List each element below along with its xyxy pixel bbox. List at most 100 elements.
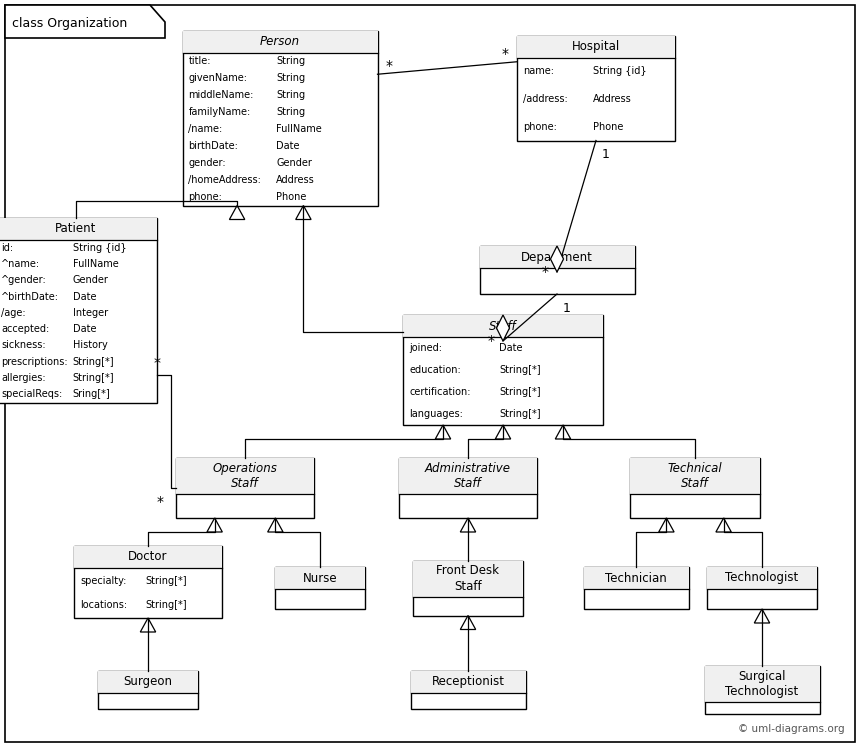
- Bar: [74, 546, 222, 618]
- Text: ^gender:: ^gender:: [1, 275, 46, 285]
- Text: String[*]: String[*]: [73, 373, 114, 383]
- Text: class Organization: class Organization: [12, 17, 127, 31]
- Bar: [182, 31, 378, 52]
- Bar: [74, 546, 222, 568]
- Text: FullName: FullName: [276, 124, 322, 134]
- Bar: [704, 666, 820, 702]
- Text: String {id}: String {id}: [73, 243, 126, 252]
- Text: locations:: locations:: [80, 601, 127, 610]
- Text: String[*]: String[*]: [73, 357, 114, 367]
- Bar: [275, 567, 365, 609]
- Text: Phone: Phone: [276, 192, 306, 202]
- Text: String {id}: String {id}: [593, 66, 647, 76]
- Text: Date: Date: [73, 291, 96, 302]
- Text: Gender: Gender: [276, 158, 312, 168]
- Text: 1: 1: [602, 148, 610, 161]
- Bar: [98, 671, 198, 709]
- Bar: [630, 458, 760, 518]
- Text: Surgeon: Surgeon: [124, 675, 173, 689]
- Bar: [707, 567, 817, 609]
- Text: Surgical
Technologist: Surgical Technologist: [725, 670, 799, 698]
- Bar: [480, 246, 635, 268]
- Text: specialReqs:: specialReqs:: [1, 389, 62, 400]
- Text: phone:: phone:: [188, 192, 223, 202]
- Bar: [399, 458, 537, 494]
- Text: Date: Date: [276, 141, 299, 151]
- Bar: [410, 671, 525, 709]
- Text: languages:: languages:: [409, 409, 463, 419]
- Text: prescriptions:: prescriptions:: [1, 357, 68, 367]
- Text: phone:: phone:: [523, 122, 557, 131]
- Bar: [176, 458, 314, 518]
- Text: Administrative
Staff: Administrative Staff: [425, 462, 511, 490]
- Text: ^name:: ^name:: [1, 259, 40, 269]
- Bar: [176, 458, 314, 494]
- Text: Receptionist: Receptionist: [432, 675, 505, 689]
- Text: *: *: [386, 59, 393, 73]
- Bar: [275, 567, 365, 589]
- Text: accepted:: accepted:: [1, 324, 49, 334]
- Text: *: *: [501, 47, 508, 61]
- Text: certification:: certification:: [409, 387, 470, 397]
- Text: Technologist: Technologist: [725, 571, 799, 584]
- Text: String[*]: String[*]: [499, 365, 541, 375]
- Bar: [182, 31, 378, 205]
- Text: String: String: [276, 90, 305, 100]
- Bar: [707, 567, 817, 589]
- Text: /homeAddress:: /homeAddress:: [188, 175, 261, 185]
- Text: name:: name:: [523, 66, 554, 76]
- Bar: [630, 458, 760, 494]
- Text: *: *: [157, 495, 163, 509]
- Text: Address: Address: [276, 175, 315, 185]
- Bar: [410, 671, 525, 693]
- Text: Patient: Patient: [55, 222, 96, 235]
- Text: Hospital: Hospital: [572, 40, 620, 53]
- Text: /address:: /address:: [523, 94, 568, 104]
- Bar: [403, 315, 603, 425]
- Text: allergies:: allergies:: [1, 373, 46, 383]
- Bar: [413, 560, 523, 597]
- Text: Person: Person: [260, 35, 300, 48]
- Polygon shape: [5, 5, 165, 38]
- Polygon shape: [550, 246, 563, 272]
- Text: Doctor: Doctor: [128, 551, 168, 563]
- Text: Front Desk
Staff: Front Desk Staff: [437, 565, 500, 592]
- Text: sickness:: sickness:: [1, 341, 46, 350]
- Bar: [399, 458, 537, 518]
- Text: String[*]: String[*]: [499, 387, 541, 397]
- Text: *: *: [542, 265, 549, 279]
- Text: String[*]: String[*]: [145, 575, 187, 586]
- Bar: [0, 217, 157, 403]
- Text: Department: Department: [521, 250, 593, 264]
- Text: /age:: /age:: [1, 308, 26, 318]
- Text: String: String: [276, 56, 305, 66]
- Text: String[*]: String[*]: [499, 409, 541, 419]
- Text: Address: Address: [593, 94, 631, 104]
- Text: Technical
Staff: Technical Staff: [667, 462, 722, 490]
- Text: joined:: joined:: [409, 343, 442, 353]
- Polygon shape: [496, 315, 509, 341]
- Text: Staff: Staff: [489, 320, 517, 332]
- Text: Technician: Technician: [605, 571, 666, 584]
- Text: Operations
Staff: Operations Staff: [212, 462, 278, 490]
- Text: Date: Date: [73, 324, 96, 334]
- Text: Date: Date: [499, 343, 523, 353]
- Text: specialty:: specialty:: [80, 575, 126, 586]
- Text: id:: id:: [1, 243, 13, 252]
- Text: Integer: Integer: [73, 308, 108, 318]
- Bar: [403, 315, 603, 337]
- Text: *: *: [488, 334, 494, 348]
- Text: Sring[*]: Sring[*]: [73, 389, 110, 400]
- Text: String: String: [276, 73, 305, 83]
- Text: gender:: gender:: [188, 158, 226, 168]
- Text: String: String: [276, 107, 305, 117]
- Text: Nurse: Nurse: [303, 571, 337, 584]
- Text: Phone: Phone: [593, 122, 624, 131]
- Text: education:: education:: [409, 365, 461, 375]
- Bar: [0, 217, 157, 240]
- Bar: [413, 560, 523, 616]
- Bar: [517, 36, 675, 58]
- Text: familyName:: familyName:: [188, 107, 251, 117]
- Text: FullName: FullName: [73, 259, 119, 269]
- Text: 1: 1: [563, 302, 571, 314]
